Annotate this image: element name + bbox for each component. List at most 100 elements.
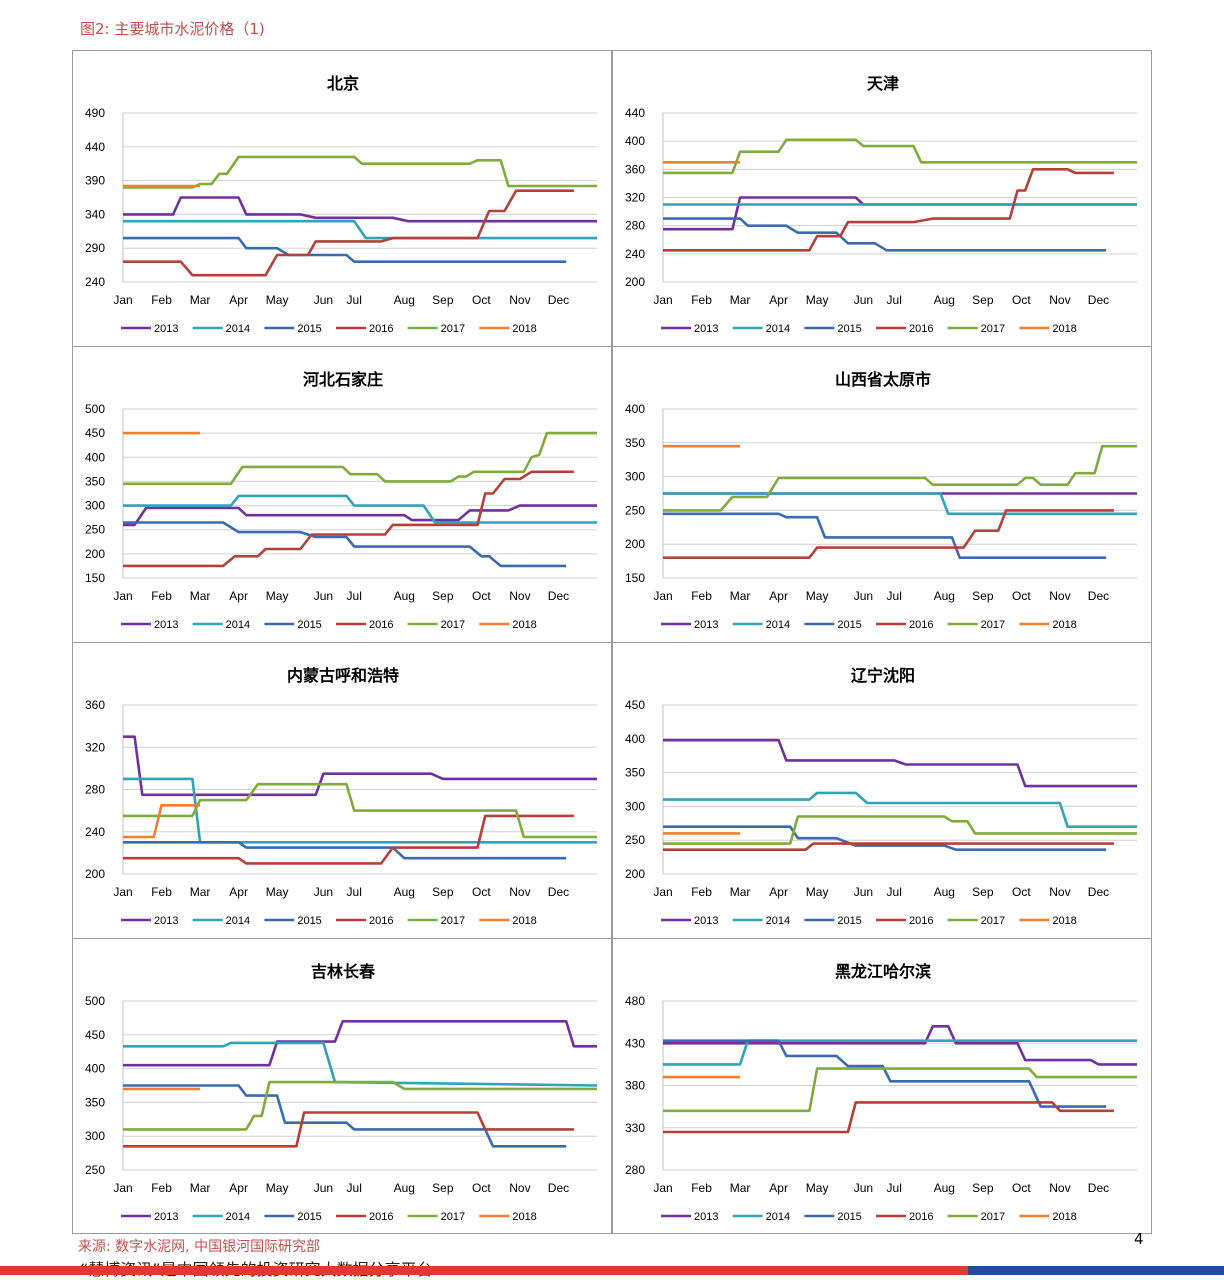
x-tick-label: Jan: [113, 589, 132, 603]
chart-svg-tianjin: 天津 200 240 280 320 360 400 440 Jan Feb Mar Apr May Ju…: [625, 74, 1137, 335]
legend-label: 2017: [441, 1211, 465, 1223]
series-line-2017: [123, 155, 597, 189]
y-tick-label: 300: [625, 470, 645, 484]
chart-title: 河北石家庄: [303, 370, 383, 389]
legend-label: 2013: [154, 619, 178, 631]
legend-label: 2013: [154, 1211, 178, 1223]
chart-panel-changchun: 吉林长春 250 300 350 400 450 500 Jan Feb Mar Apr May Jun…: [72, 938, 612, 1234]
y-tick-label: 400: [625, 134, 645, 148]
legend-label: 2016: [909, 619, 933, 631]
x-tick-label: Oct: [1012, 885, 1031, 899]
series-line-2017: [123, 1080, 597, 1131]
y-tick-label: 430: [625, 1036, 645, 1050]
series-line-2014: [123, 219, 597, 240]
x-tick-label: Mar: [730, 1181, 751, 1195]
series-line-2013: [123, 196, 597, 223]
y-tick-label: 320: [85, 740, 105, 754]
x-tick-label: Mar: [190, 589, 211, 603]
legend-label: 2018: [1052, 915, 1076, 927]
x-tick-label: Nov: [509, 589, 530, 603]
y-tick-label: 200: [625, 275, 645, 289]
x-tick-label: Feb: [151, 293, 172, 307]
legend-label: 2015: [837, 323, 861, 335]
legend-label: 2015: [297, 1211, 321, 1223]
x-tick-label: Dec: [1088, 885, 1109, 899]
chart-title: 吉林长春: [311, 962, 376, 981]
x-tick-label: Aug: [394, 293, 415, 307]
y-tick-label: 480: [625, 994, 645, 1008]
series-line-2013: [663, 738, 1137, 788]
x-tick-label: Oct: [472, 293, 491, 307]
series-line-2015: [663, 217, 1107, 252]
series-line-2016: [663, 168, 1114, 252]
y-tick-label: 150: [85, 571, 105, 585]
x-tick-label: Feb: [151, 1181, 172, 1195]
x-tick-label: Oct: [472, 885, 491, 899]
chart-panel-taiyuan: 山西省太原市 150 200 250 300 350 400 Jan Feb Mar Apr May J…: [612, 346, 1152, 643]
y-tick-label: 440: [85, 140, 105, 154]
y-tick-label: 500: [85, 402, 105, 416]
x-tick-label: Jan: [653, 1181, 672, 1195]
legend-label: 2014: [226, 619, 250, 631]
x-tick-label: Nov: [509, 885, 530, 899]
legend-label: 2017: [441, 619, 465, 631]
legend-label: 2015: [297, 915, 321, 927]
y-tick-label: 400: [85, 450, 105, 464]
y-tick-label: 390: [85, 174, 105, 188]
y-tick-label: 200: [85, 547, 105, 561]
series-line-2016: [123, 814, 574, 865]
series-line-2016: [663, 509, 1114, 559]
legend-label: 2013: [694, 323, 718, 335]
x-tick-label: Sep: [972, 589, 994, 603]
legend-label: 2016: [369, 619, 393, 631]
legend-label: 2017: [981, 323, 1005, 335]
y-tick-label: 300: [625, 799, 645, 813]
legend-label: 2015: [837, 1211, 861, 1223]
chart-title: 山西省太原市: [835, 370, 931, 389]
x-tick-label: Sep: [972, 293, 994, 307]
y-tick-label: 350: [85, 474, 105, 488]
series-line-2016: [663, 1101, 1114, 1134]
x-tick-label: Jan: [653, 885, 672, 899]
y-tick-label: 200: [625, 537, 645, 551]
x-tick-label: Jun: [854, 885, 873, 899]
y-tick-label: 400: [85, 1062, 105, 1076]
chart-title: 北京: [327, 74, 359, 93]
x-tick-label: May: [806, 1181, 829, 1195]
y-tick-label: 360: [85, 698, 105, 712]
x-tick-label: May: [266, 1181, 289, 1195]
x-tick-label: Oct: [1012, 589, 1031, 603]
x-tick-label: Mar: [730, 589, 751, 603]
x-tick-label: Aug: [394, 589, 415, 603]
y-tick-label: 360: [625, 162, 645, 176]
x-tick-label: Dec: [548, 1181, 569, 1195]
footer-bar-red: [0, 1266, 968, 1275]
y-tick-label: 150: [625, 571, 645, 585]
x-tick-label: Sep: [432, 1181, 454, 1195]
chart-svg-hohhot: 内蒙古呼和浩特 200 240 280 320 360 Jan Feb Mar Apr May Jun…: [85, 666, 597, 927]
legend-label: 2016: [909, 915, 933, 927]
x-tick-label: Dec: [1088, 293, 1109, 307]
y-tick-label: 400: [625, 402, 645, 416]
y-tick-label: 250: [85, 523, 105, 537]
y-tick-label: 340: [85, 207, 105, 221]
chart-title: 内蒙古呼和浩特: [287, 666, 399, 685]
x-tick-label: Jan: [653, 589, 672, 603]
y-tick-label: 300: [85, 499, 105, 513]
series-line-2016: [123, 189, 574, 277]
y-tick-label: 250: [625, 503, 645, 517]
x-tick-label: Apr: [229, 293, 248, 307]
x-tick-label: Mar: [190, 1181, 211, 1195]
y-tick-label: 280: [85, 783, 105, 797]
x-tick-label: Dec: [548, 885, 569, 899]
x-tick-label: Aug: [394, 885, 415, 899]
figure-caption: 图2: 主要城市水泥价格（1): [80, 20, 265, 38]
series-line-2017: [663, 138, 1137, 175]
x-tick-label: Nov: [1049, 293, 1070, 307]
legend-label: 2013: [694, 1211, 718, 1223]
legend-label: 2015: [837, 619, 861, 631]
x-tick-label: Jun: [854, 1181, 873, 1195]
legend-label: 2014: [766, 1211, 790, 1223]
x-tick-label: Mar: [730, 293, 751, 307]
series-line-2015: [663, 512, 1107, 559]
